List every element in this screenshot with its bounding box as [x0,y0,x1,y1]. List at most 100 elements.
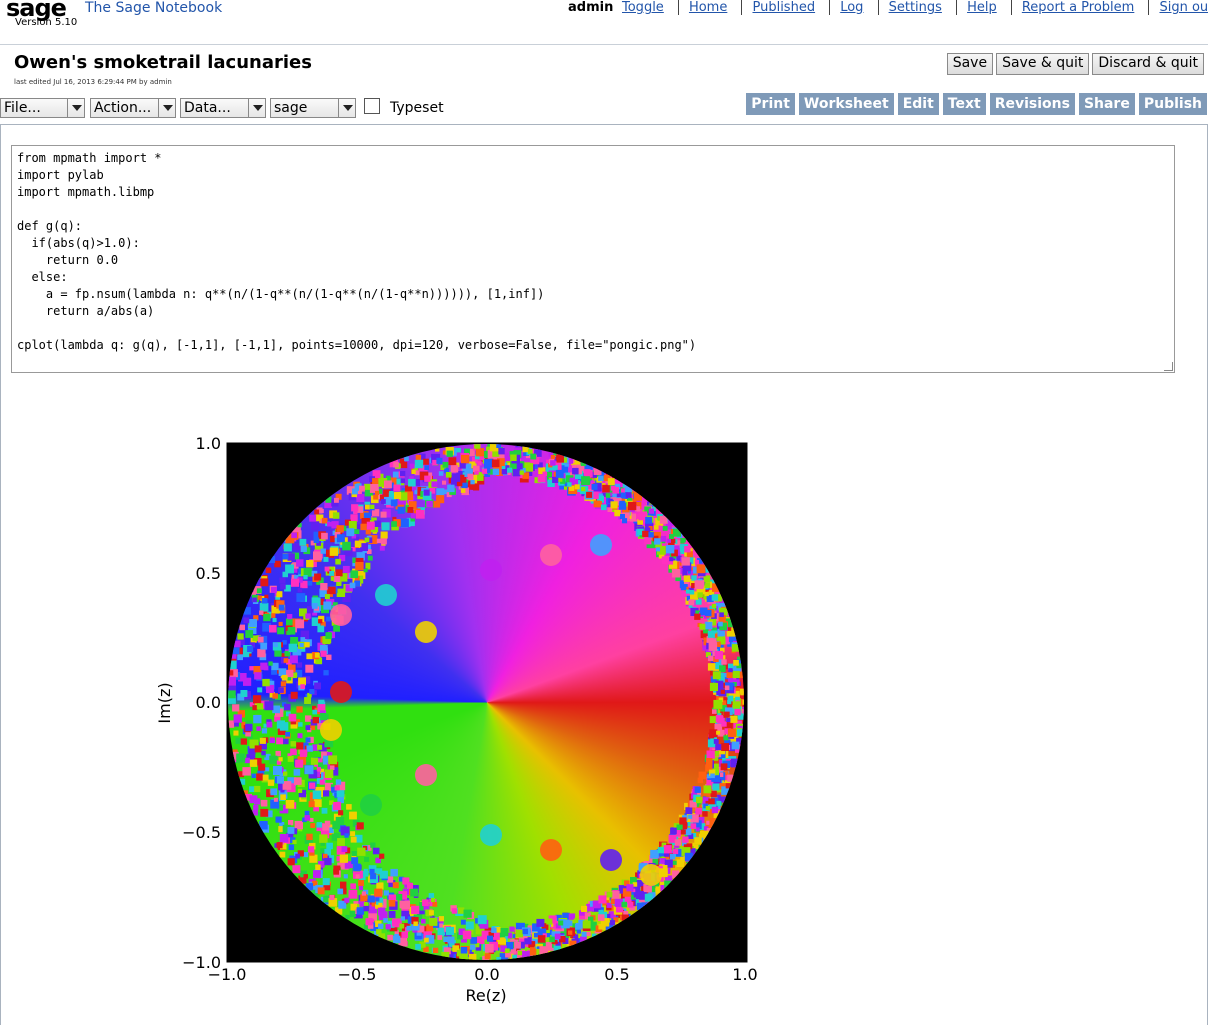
noise-pixel [245,630,254,638]
log-link[interactable]: Log [829,0,874,15]
file-select[interactable]: File... [0,98,85,118]
noise-pixel [283,658,289,663]
noise-pixel [646,899,652,905]
noise-pixel [474,472,484,481]
tab-worksheet[interactable]: Worksheet [798,93,894,115]
noise-pixel [270,613,276,618]
noise-pixel [310,521,320,530]
noise-pixel [400,916,405,921]
code-cell-input[interactable]: from mpmath import * import pylab import… [11,145,1175,373]
noise-pixel [336,580,342,586]
noise-pixel [340,826,350,836]
noise-pixel [473,484,480,491]
noise-pixel [287,614,293,620]
discard-and-quit-button[interactable]: Discard & quit [1092,53,1204,75]
noise-pixel [291,567,298,573]
noise-pixel [376,882,384,890]
action-select[interactable]: Action... [90,98,176,118]
noise-pixel [613,917,619,923]
noise-pixel [336,789,345,798]
noise-pixel [456,480,463,487]
y-tick-label: 0.5 [196,564,221,583]
report-problem-link[interactable]: Report a Problem [1010,0,1145,15]
data-select[interactable]: Data... [180,98,266,118]
notebook-title-link[interactable]: The Sage Notebook [85,0,223,16]
noise-pixel [262,598,268,604]
y-axis-label: Im(z) [155,682,174,723]
noise-pixel [364,501,371,508]
noise-pixel [720,763,728,771]
noise-pixel [355,562,364,571]
tab-share[interactable]: Share [1078,93,1135,115]
sign-out-link[interactable]: Sign out [1148,0,1208,15]
home-link[interactable]: Home [677,0,738,15]
noise-pixel [292,865,301,874]
noise-pixel [320,650,327,657]
toggle-link[interactable]: Toggle [622,0,664,15]
noise-pixel [253,666,262,674]
noise-pixel [296,742,304,750]
noise-pixel [712,768,719,776]
noise-pixel [387,934,393,941]
noise-pixel [509,451,515,457]
noise-pixel [475,943,480,948]
noise-pixel [655,885,664,894]
noise-pixel [632,886,641,894]
noise-pixel [435,447,440,452]
noise-pixel [404,491,414,501]
noise-pixel [356,822,364,830]
save-and-quit-button[interactable]: Save & quit [996,53,1090,75]
code-text[interactable]: from mpmath import * import pylab import… [17,151,697,352]
noise-pixel [375,904,380,909]
noise-pixel [402,923,410,931]
save-button[interactable]: Save [946,53,994,75]
noise-pixel [447,936,455,944]
noise-pixel [238,771,244,778]
resize-grip-icon[interactable] [1164,362,1173,371]
noise-pixel [553,945,561,953]
noise-pixel [318,699,325,706]
tab-revisions[interactable]: Revisions [989,93,1075,115]
tab-edit[interactable]: Edit [897,93,939,115]
noise-pixel [326,842,333,850]
tab-publish[interactable]: Publish [1138,93,1207,115]
noise-pixel [321,532,328,540]
published-link[interactable]: Published [741,0,826,15]
noise-pixel [297,523,302,528]
noise-pixel [410,513,416,519]
noise-pixel [679,580,688,589]
noise-pixel [346,486,356,495]
noise-pixel [705,764,713,772]
tab-text[interactable]: Text [942,93,986,115]
noise-pixel [569,477,579,487]
noise-pixel [445,926,455,936]
typeset-checkbox[interactable] [364,98,380,114]
noise-pixel [705,652,711,658]
noise-pixel [414,470,420,476]
noise-pixel [353,510,358,515]
noise-pixel [393,935,401,944]
sage-logo[interactable]: sage [6,0,67,22]
system-select[interactable]: sage [270,98,356,118]
help-link[interactable]: Help [956,0,1007,15]
noise-pixel [300,630,310,639]
settings-link[interactable]: Settings [877,0,952,15]
noise-pixel [290,637,299,645]
noise-pixel [419,901,428,911]
noise-pixel [329,570,335,576]
noise-pixel [673,528,681,537]
noise-pixel [492,449,500,457]
noise-pixel [714,662,721,670]
noise-pixel [635,899,642,905]
worksheet-title[interactable]: Owen's smoketrail lacunaries [14,52,312,73]
noise-pixel [255,578,263,586]
noise-pixel [698,771,707,780]
tab-print[interactable]: Print [746,93,795,115]
noise-pixel [695,598,702,605]
noise-pixel [668,560,678,569]
noise-pixel [648,526,653,530]
noise-pixel [279,851,286,858]
noise-pixel [436,923,443,931]
noise-pixel [721,721,727,727]
noise-pixel [422,926,430,934]
